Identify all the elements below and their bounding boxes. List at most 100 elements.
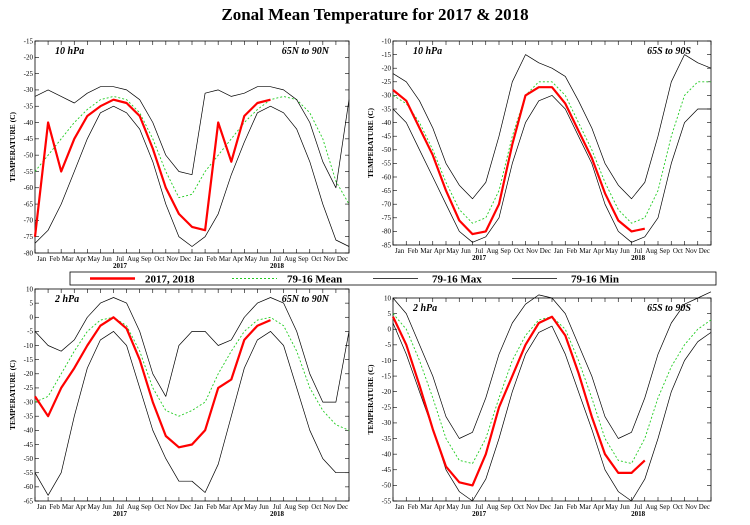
x-tick-label: Jun [461, 247, 471, 255]
x-tick-label: Feb [567, 247, 578, 255]
y-tick-label: -50 [382, 482, 392, 490]
y-tick-label: 5 [30, 299, 34, 307]
x-tick-label: Sep [500, 503, 511, 511]
x-tick-label: Sep [298, 255, 309, 263]
x-tick-label: Sep [141, 255, 152, 263]
x-tick-label: Aug [284, 255, 297, 263]
y-tick-label: -20 [382, 388, 392, 396]
series-line-79-16-mean [392, 313, 712, 464]
x-tick-label: Nov [166, 255, 179, 263]
x-tick-label: Aug [486, 247, 499, 255]
series-line-79-16-max [34, 86, 350, 189]
x-tick-label: Jun [259, 255, 269, 263]
x-tick-label: Apr [232, 255, 244, 263]
y-tick-label: -30 [382, 92, 392, 100]
level-label: 2 hPa [54, 294, 79, 305]
region-label: 65N to 90N [282, 294, 330, 305]
region-label: 65S to 90S [647, 46, 691, 57]
y-tick-label: -50 [24, 151, 34, 159]
year-label: 2017 [472, 254, 487, 262]
x-tick-label: Nov [166, 503, 179, 511]
x-tick-label: Mar [219, 255, 231, 263]
y-tick-label: -30 [24, 86, 34, 94]
y-tick-label: -35 [382, 435, 392, 443]
x-tick-label: Nov [685, 247, 698, 255]
x-tick-label: May [244, 503, 257, 511]
x-tick-label: Feb [49, 503, 60, 511]
series-line-79-16-min [34, 105, 350, 247]
series-line-2017-2018 [33, 98, 271, 237]
y-tick-label: -45 [24, 441, 34, 449]
x-tick-label: Apr [593, 247, 605, 255]
x-tick-label: Jun [259, 503, 269, 511]
x-tick-label: Jul [116, 255, 124, 263]
y-tick-label: -20 [382, 65, 392, 73]
x-tick-label: Jul [475, 247, 483, 255]
level-label: 2 hPa [412, 303, 437, 314]
y-tick-label: -10 [24, 342, 34, 350]
series-line-2017-2018 [34, 316, 271, 449]
y-tick-label: -40 [382, 450, 392, 458]
x-tick-label: Jan [37, 255, 47, 263]
y-tick-label: -60 [24, 184, 34, 192]
x-tick-label: Nov [526, 247, 539, 255]
series-line-79-16-min [392, 322, 712, 502]
y-tick-label: 10 [384, 294, 392, 302]
x-tick-label: Dec [180, 255, 191, 263]
y-tick-label: -55 [24, 469, 34, 477]
y-axis-label: TEMPERATURE (C) [366, 107, 375, 178]
x-tick-label: Oct [311, 255, 321, 263]
x-tick-label: Jun [102, 255, 112, 263]
x-tick-label: Nov [526, 503, 539, 511]
series-line-79-16-max [392, 54, 712, 200]
series-line-2017-2018 [392, 86, 646, 236]
x-tick-label: Jan [37, 503, 47, 511]
y-tick-label: -60 [24, 483, 34, 491]
x-tick-label: Oct [514, 247, 524, 255]
x-tick-label: Dec [337, 255, 348, 263]
legend-label-min: 79-16 Min [571, 274, 619, 286]
x-tick-label: May [87, 255, 100, 263]
x-tick-label: May [87, 503, 100, 511]
year-label: 2017 [113, 262, 128, 270]
x-tick-label: May [605, 503, 618, 511]
x-tick-label: Mar [420, 247, 432, 255]
y-tick-label: 5 [388, 310, 392, 318]
y-tick-label: -70 [382, 201, 392, 209]
year-label: 2018 [631, 510, 646, 518]
x-tick-label: May [244, 255, 257, 263]
x-tick-label: Jul [475, 503, 483, 511]
legend-label-mean: 79-16 Mean [287, 274, 342, 286]
y-tick-label: -40 [382, 119, 392, 127]
x-tick-label: Apr [434, 503, 446, 511]
series-line-79-16-mean [34, 316, 350, 431]
panels: -80-75-70-65-60-55-50-45-40-35-30-25-20-… [8, 37, 712, 518]
x-tick-label: Feb [49, 255, 60, 263]
series-line-79-16-mean [34, 95, 350, 205]
x-tick-label: Dec [540, 503, 551, 511]
x-tick-label: Jul [116, 503, 124, 511]
level-label: 10 hPa [55, 46, 84, 57]
x-tick-label: Feb [408, 503, 419, 511]
y-tick-label: -10 [382, 37, 392, 45]
x-tick-label: Oct [311, 503, 321, 511]
x-tick-label: Mar [62, 255, 74, 263]
y-tick-label: -40 [24, 119, 34, 127]
y-tick-label: -55 [24, 168, 34, 176]
figure-title: Zonal Mean Temperature for 2017 & 2018 [221, 5, 528, 24]
legend-label-observed: 2017, 2018 [145, 274, 195, 286]
y-tick-label: -50 [24, 455, 34, 463]
y-tick-label: -15 [382, 51, 392, 59]
x-tick-label: Mar [420, 503, 432, 511]
x-tick-label: Mar [579, 247, 591, 255]
x-tick-label: Nov [685, 503, 698, 511]
y-tick-label: -10 [382, 357, 392, 365]
y-tick-label: -25 [382, 78, 392, 86]
x-tick-label: Jun [461, 503, 471, 511]
y-tick-label: 0 [388, 326, 392, 334]
x-tick-label: May [446, 247, 459, 255]
y-tick-label: -65 [382, 187, 392, 195]
y-tick-label: -25 [382, 404, 392, 412]
region-label: 65N to 90N [282, 46, 330, 57]
